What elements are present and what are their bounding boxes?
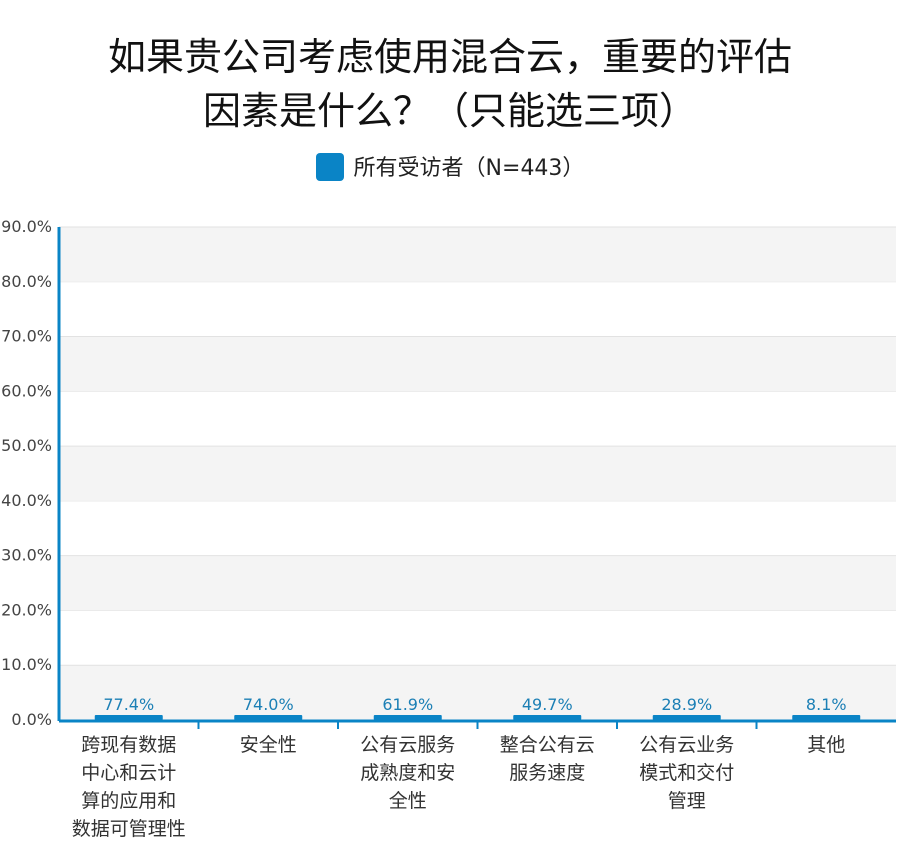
- bar: [373, 715, 442, 720]
- x-category-label: 其他: [807, 734, 845, 756]
- grid-band: [59, 555, 896, 611]
- x-category-label-line: 安全性: [240, 734, 297, 756]
- bar: [234, 715, 303, 720]
- x-category-label-line: 全性: [389, 790, 427, 812]
- grid-band: [59, 665, 896, 720]
- y-tick-label: 60.0%: [1, 381, 52, 400]
- data-label: 74.0%: [243, 695, 294, 714]
- y-tick-label: 50.0%: [1, 436, 52, 455]
- x-category-label: 安全性: [240, 734, 297, 756]
- chart-title-line-1: 如果贵公司考虑使用混合云，重要的评估: [107, 35, 792, 79]
- x-category-label-line: 公有云业务: [639, 734, 734, 756]
- legend-swatch: [315, 153, 344, 181]
- y-tick-label: 90.0%: [1, 217, 52, 236]
- x-category-label: 公有云业务模式和交付管理: [639, 734, 734, 812]
- y-tick-label: 80.0%: [1, 272, 52, 291]
- x-category-label-line: 跨现有数据: [81, 734, 176, 756]
- grid-band: [59, 336, 896, 392]
- x-category-label-line: 算的应用和: [81, 790, 176, 812]
- x-category-label: 整合公有云服务速度: [500, 734, 595, 784]
- x-category-label-line: 服务速度: [509, 762, 585, 784]
- y-tick-label: 30.0%: [1, 546, 52, 565]
- y-tick-label: 20.0%: [1, 600, 52, 619]
- data-label: 8.1%: [806, 695, 847, 714]
- legend-label: 所有受访者（N=443）: [353, 156, 585, 181]
- chart-title-line-2: 因素是什么？（只能选三项）: [202, 89, 697, 133]
- x-category-label: 跨现有数据中心和云计算的应用和数据可管理性: [72, 734, 186, 840]
- x-category-label-line: 管理: [668, 790, 706, 812]
- bar: [94, 715, 163, 720]
- y-tick-label: 70.0%: [1, 327, 52, 346]
- x-category-label-line: 成熟度和安: [360, 762, 455, 784]
- x-category-label-line: 中心和云计: [81, 762, 176, 784]
- x-category-label-line: 模式和交付: [639, 762, 734, 784]
- bar: [513, 715, 582, 720]
- x-category-label: 公有云服务成熟度和安全性: [360, 734, 455, 812]
- y-tick-label: 40.0%: [1, 491, 52, 510]
- x-category-label-line: 数据可管理性: [72, 818, 186, 840]
- bar: [652, 715, 721, 720]
- x-category-label-line: 其他: [807, 734, 845, 756]
- x-category-label-line: 整合公有云: [500, 734, 595, 756]
- y-tick-label: 0.0%: [11, 710, 52, 729]
- y-tick-label: 10.0%: [1, 655, 52, 674]
- chart-title: 如果贵公司考虑使用混合云，重要的评估 因素是什么？（只能选三项）: [0, 30, 900, 138]
- data-label: 61.9%: [382, 695, 433, 714]
- data-label: 77.4%: [103, 695, 154, 714]
- data-label: 28.9%: [661, 695, 712, 714]
- bar: [792, 715, 861, 720]
- grid-band: [59, 227, 896, 282]
- x-category-label-line: 公有云服务: [360, 734, 455, 756]
- chart-legend: 所有受访者（N=443）: [0, 150, 900, 182]
- data-label: 49.7%: [522, 695, 573, 714]
- grid-band: [59, 446, 896, 501]
